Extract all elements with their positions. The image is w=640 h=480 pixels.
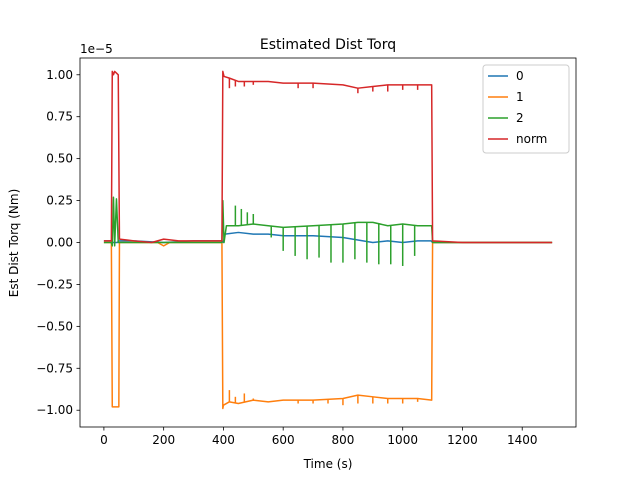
- y-tick-label: −0.25: [36, 277, 73, 291]
- x-tick-label: 600: [272, 433, 295, 447]
- legend-label-2: 2: [516, 111, 524, 125]
- x-tick-label: 400: [212, 433, 235, 447]
- x-tick-label: 1400: [507, 433, 538, 447]
- y-tick-label: −0.75: [36, 361, 73, 375]
- plot-lines: [103, 70, 553, 410]
- axes: 0 200 400 600 800 1000 1200 1400 1.00 0.75 0.50 0.2…: [36, 57, 577, 447]
- y-tick-label: 0.75: [46, 110, 73, 124]
- legend-box: [482, 64, 570, 154]
- x-tick-label: 1000: [387, 433, 418, 447]
- legend-label-norm: norm: [516, 132, 547, 146]
- y-tick-label: 0.50: [46, 152, 73, 166]
- x-tick-label: 0: [100, 433, 108, 447]
- y-axis-label: Est Dist Torq (Nm): [7, 189, 21, 298]
- y-tick-label: 0.25: [46, 194, 73, 208]
- y-offset-label: 1e−5: [80, 42, 113, 56]
- x-tick-label: 800: [331, 433, 354, 447]
- y-tick-label: 0.00: [46, 236, 73, 250]
- legend-label-1: 1: [516, 90, 524, 104]
- x-axis-label: Time (s): [303, 457, 353, 471]
- series-line-norm: [103, 70, 553, 244]
- y-tick-label: 1.00: [46, 68, 73, 82]
- x-tick-label: 1200: [447, 433, 478, 447]
- y-tick-label: −1.00: [36, 403, 73, 417]
- y-tick-label: −0.50: [36, 319, 73, 333]
- chart-title: Estimated Dist Torq: [260, 37, 396, 53]
- legend-label-0: 0: [516, 69, 524, 83]
- legend: 0 1 2 norm: [482, 64, 570, 154]
- x-tick-label: 200: [152, 433, 175, 447]
